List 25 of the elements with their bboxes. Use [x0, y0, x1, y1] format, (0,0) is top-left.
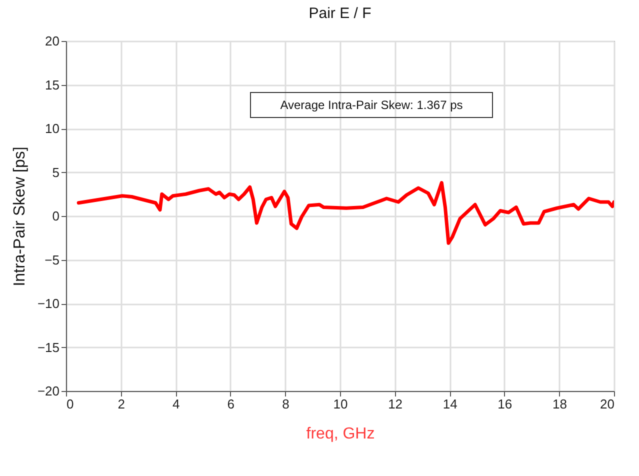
x-tick-label: 20: [600, 396, 614, 412]
x-tick-label: 16: [498, 396, 512, 412]
x-axis-title: freq, GHz: [306, 426, 375, 442]
y-tick-label: −5: [44, 252, 60, 268]
x-tick-label: 6: [227, 396, 235, 412]
y-tick-label: −10: [37, 296, 60, 311]
chart-title: Pair E / F: [308, 5, 372, 22]
y-tick-label: 5: [52, 164, 60, 180]
line-series: [76, 181, 614, 245]
y-tick-label: 10: [45, 121, 60, 136]
x-tick-label: 8: [282, 396, 290, 412]
y-tick-label: 15: [45, 77, 60, 92]
x-tick-label: 12: [388, 396, 403, 412]
x-tick-label: 14: [442, 396, 458, 412]
y-tick-label: −15: [37, 340, 60, 355]
x-tick-label: 10: [333, 396, 348, 412]
x-tick-label: 4: [172, 396, 180, 412]
y-tick-label: 20: [45, 34, 60, 48]
x-tick-label: 18: [552, 396, 567, 412]
x-tick-label: 0: [66, 396, 74, 412]
y-tick-label: −20: [37, 384, 60, 398]
y-tick-label: 0: [52, 208, 60, 224]
x-tick-label: 2: [118, 396, 125, 412]
y-axis-title: Intra-Pair Skew [ps]: [11, 146, 28, 286]
text-box: Average Intra-Pair Skew: 1.367 ps: [250, 92, 493, 118]
